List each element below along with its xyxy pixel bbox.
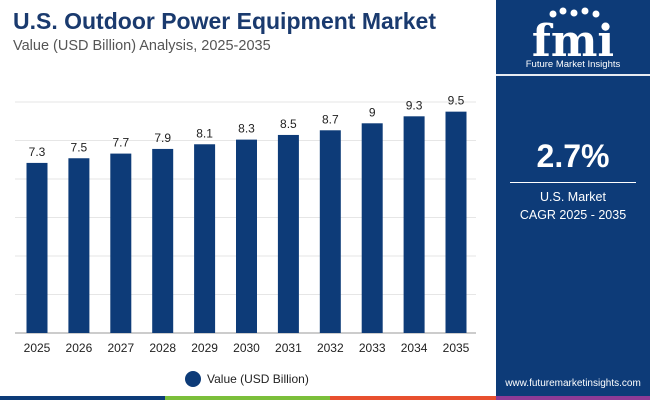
logo-graphic: fmi — [532, 7, 614, 67]
bar-2029 — [194, 144, 216, 333]
bar-2030 — [236, 139, 257, 333]
bar-2035 — [445, 111, 467, 334]
value-label-2034: 9.3 — [406, 98, 423, 112]
bar-2034 — [403, 116, 425, 333]
value-label-2027: 7.7 — [112, 136, 129, 150]
bar-chart: 7.3 7.5 7.7 7.9 8.1 8.3 8.5 8.7 9 9.3 9.5 2025 2026… — [15, 94, 476, 355]
x-tick-2035: 2035 — [443, 341, 470, 355]
chart-title: U.S. Outdoor Power Equipment Market — [13, 8, 436, 34]
value-label-2029: 8.1 — [196, 126, 213, 140]
cagr-period-label: CAGR 2025 - 2035 — [519, 208, 627, 222]
x-tick-2034: 2034 — [401, 341, 428, 355]
value-label-2025: 7.3 — [29, 145, 46, 159]
x-tick-2033: 2033 — [359, 341, 386, 355]
chart-subtitle: Value (USD Billion) Analysis, 2025-2035 — [13, 38, 271, 54]
color-strip-segment — [165, 396, 330, 400]
bar-2028 — [152, 148, 174, 333]
value-label-2035: 9.5 — [448, 94, 465, 108]
legend-label: Value (USD Billion) — [207, 372, 309, 386]
x-axis-ticks: 2025 2026 2027 2028 2029 2030 2031 2032 2033 2034… — [24, 341, 470, 355]
value-label-2026: 7.5 — [71, 140, 88, 154]
legend-swatch — [185, 371, 201, 387]
logo-divider — [496, 74, 650, 76]
bar-2032 — [319, 130, 341, 333]
bar-2031 — [277, 134, 299, 333]
cagr-market-label: U.S. Market — [540, 190, 606, 204]
bar-2025 — [26, 162, 48, 333]
value-label-2033: 9 — [369, 105, 376, 119]
value-label-2031: 8.5 — [280, 117, 297, 131]
bar-2027 — [110, 153, 132, 333]
x-tick-2029: 2029 — [191, 341, 218, 355]
x-tick-2027: 2027 — [107, 341, 134, 355]
bar-2033 — [361, 123, 383, 333]
x-tick-2032: 2032 — [317, 341, 344, 355]
sidebar-panel: fmi Future Market Insights 2.7% U.S. Mar… — [496, 0, 650, 400]
color-strip-segment — [496, 396, 650, 400]
value-label-2032: 8.7 — [322, 112, 339, 126]
value-labels: 7.3 7.5 7.7 7.9 8.1 8.3 8.5 8.7 9 9.3 9.5 — [29, 94, 465, 159]
x-tick-2028: 2028 — [149, 341, 176, 355]
brand-name: Future Market Insights — [525, 59, 621, 70]
cagr-divider — [510, 182, 636, 183]
color-strip-segment — [0, 396, 165, 400]
value-label-2030: 8.3 — [238, 122, 255, 136]
x-tick-2026: 2026 — [66, 341, 93, 355]
cagr-value: 2.7% — [536, 138, 610, 174]
logo-wordmark: fmi — [532, 16, 614, 60]
website-link[interactable]: www.futuremarketinsights.com — [505, 378, 641, 389]
x-tick-2030: 2030 — [233, 341, 260, 355]
fmi-logo: fmi Future Market Insights — [496, 0, 650, 74]
x-tick-2025: 2025 — [24, 341, 51, 355]
value-label-2028: 7.9 — [154, 131, 171, 145]
x-tick-2031: 2031 — [275, 341, 302, 355]
bar-series — [26, 111, 467, 334]
legend: Value (USD Billion) — [185, 370, 309, 388]
bar-2026 — [68, 158, 90, 333]
color-strip-segment — [330, 396, 496, 400]
